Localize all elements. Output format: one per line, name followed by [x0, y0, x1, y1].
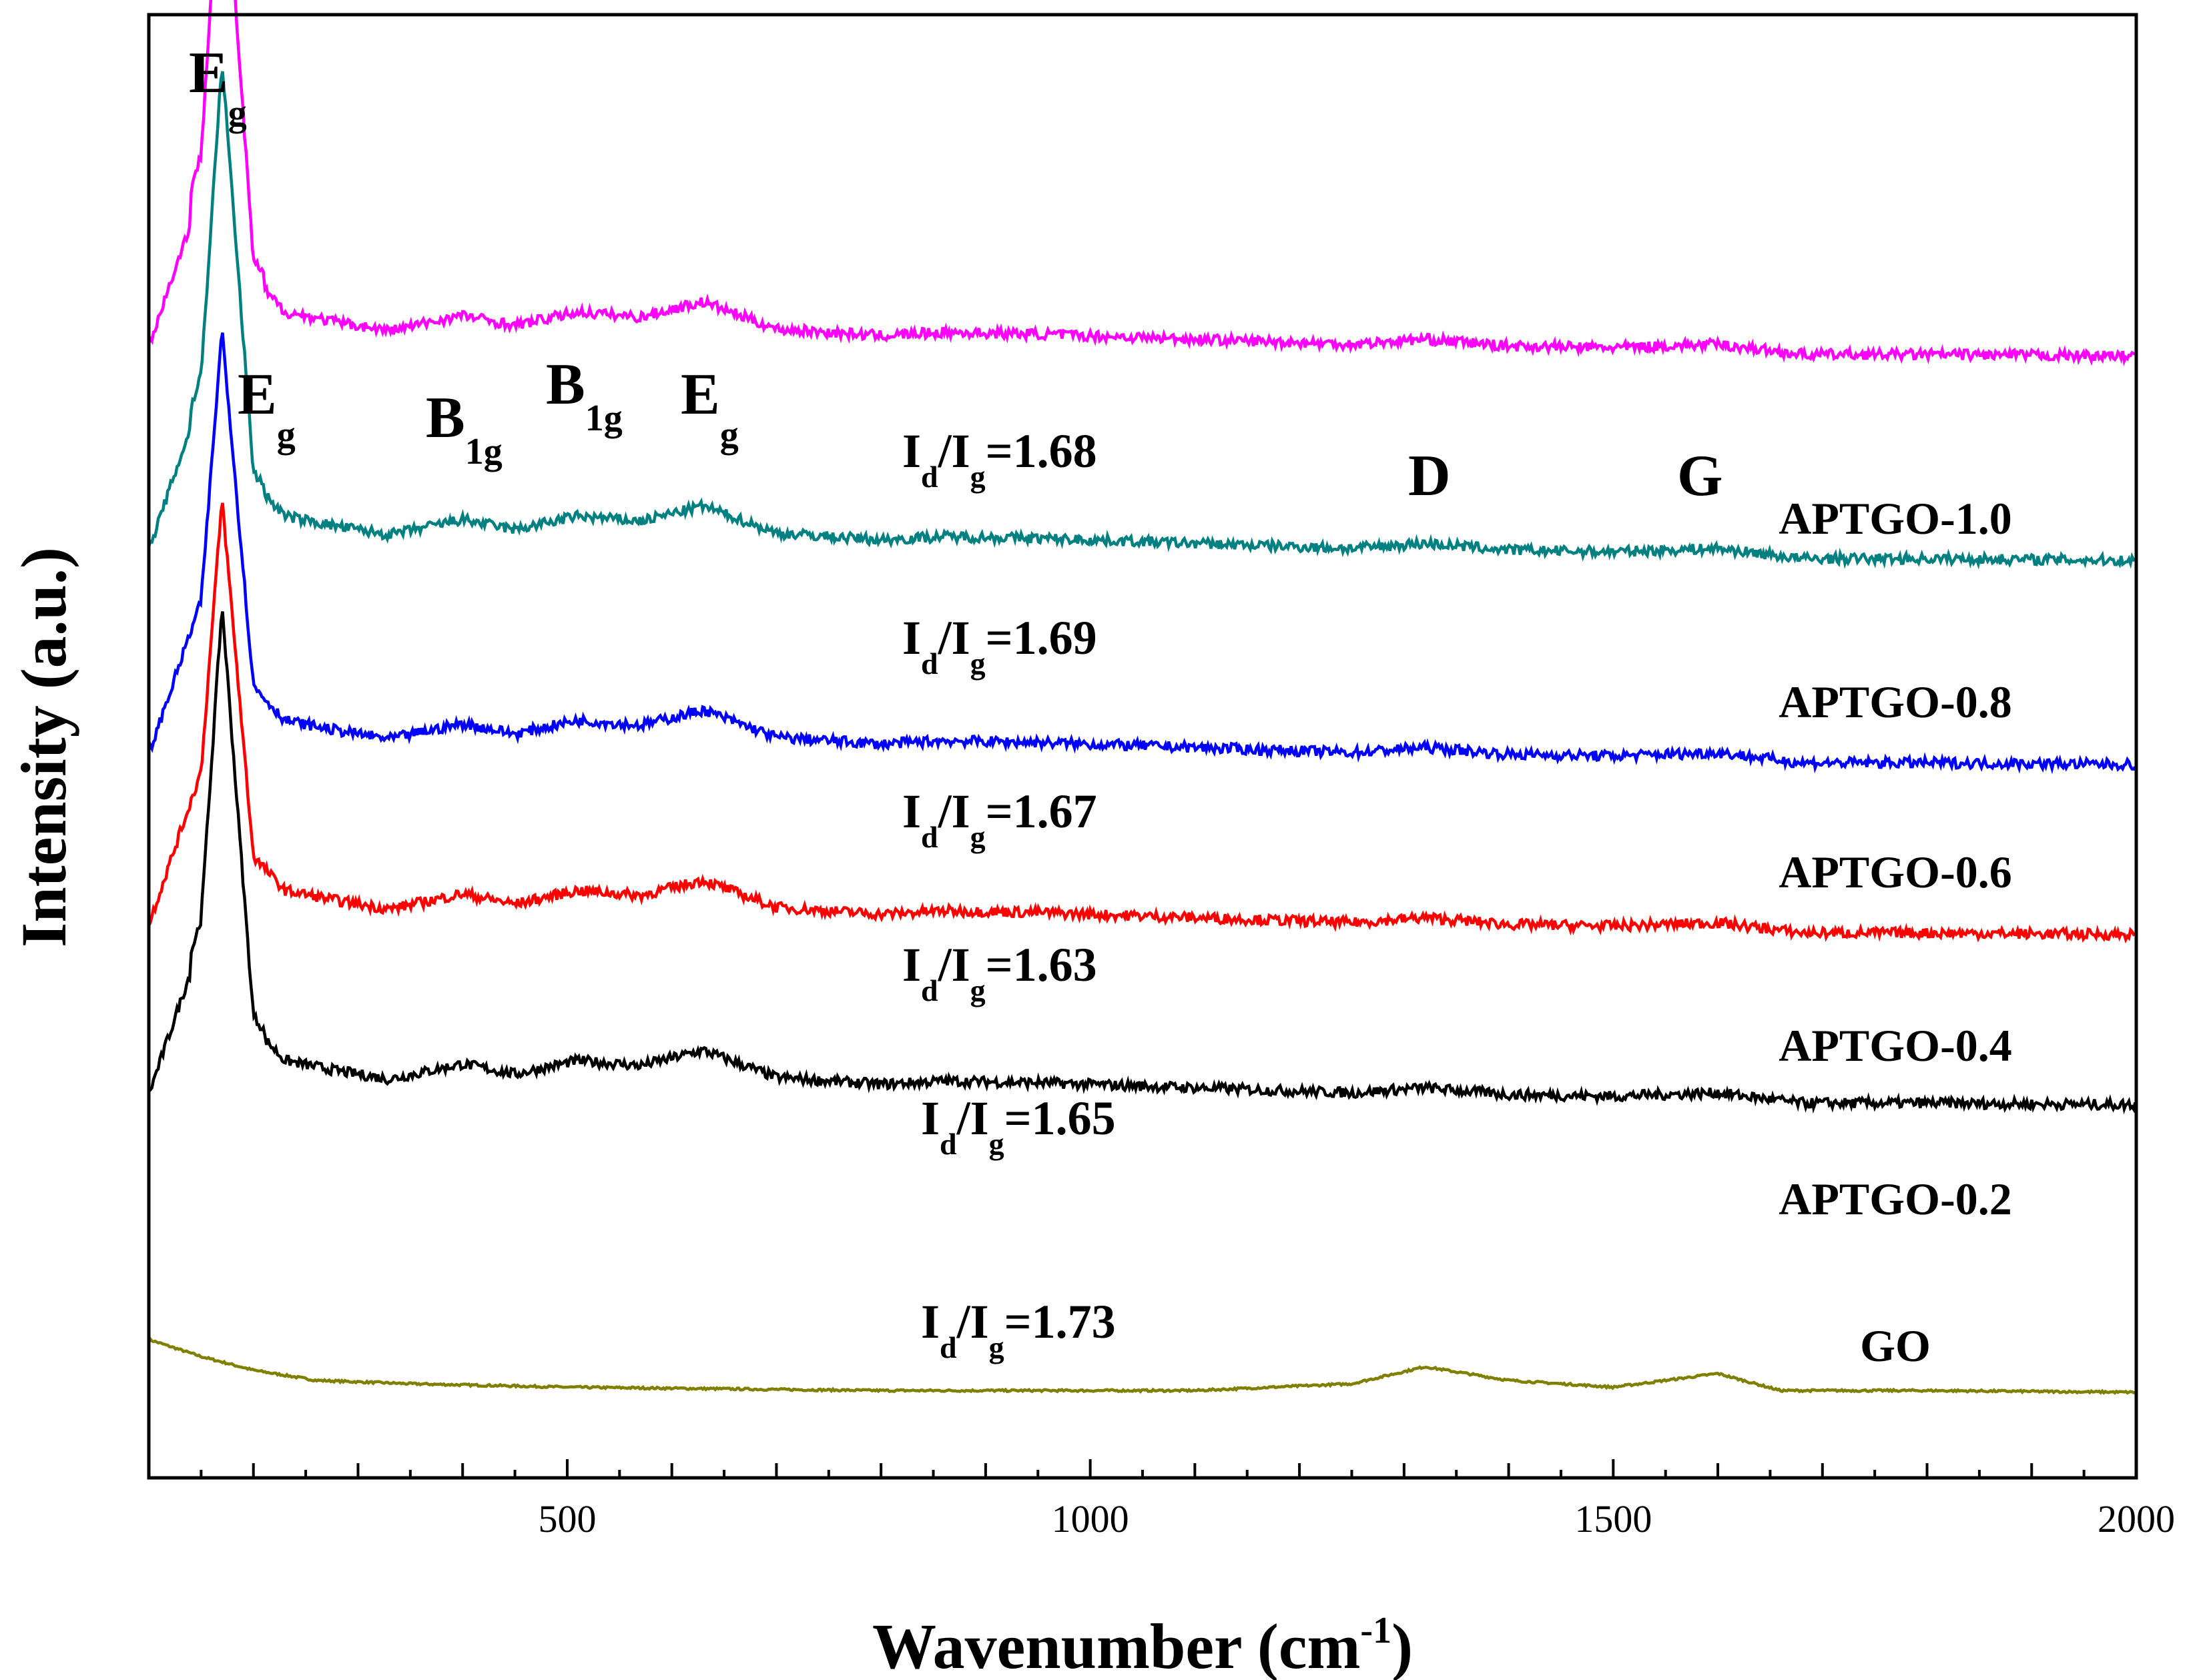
series-label-aptgo-0-2: APTGO-0.2: [1779, 1174, 2011, 1224]
series-label-go: GO: [1860, 1320, 1931, 1371]
series-line-aptgo-0-8: [147, 71, 2136, 570]
b1g-peak-label-2: B1g: [546, 352, 623, 439]
y-axis-title: Intensity (a.u.): [8, 547, 79, 947]
ratio-label-go: Id/Ig=1.73: [921, 1295, 1116, 1364]
series-label-aptgo-0-8: APTGO-0.8: [1779, 677, 2011, 727]
eg-peak-label-3: Eg: [681, 362, 739, 456]
ratio-labels: Id/Ig=1.73 Id/Ig=1.65 Id/Ig=1.63 Id/Ig=1.67…: [902, 424, 1116, 1364]
series-labels: GO APTGO-0.2 APTGO-0.4 APTGO-0.6 APTGO-0.8 AP…: [1779, 493, 2011, 1371]
series-layer: [147, 0, 2137, 1395]
d-band-label: D: [1408, 444, 1451, 508]
series-line-aptgo-0-4: [147, 502, 2136, 944]
ratio-label-aptgo-0-4: Id/Ig=1.63: [902, 938, 1097, 1007]
series-line-aptgo-1-0: [147, 0, 2136, 367]
eg-peak-label-2: Eg: [238, 362, 296, 456]
ratio-label-aptgo-0-2: Id/Ig=1.65: [921, 1092, 1116, 1161]
ratio-label-aptgo-1-0: Id/Ig=1.68: [902, 424, 1097, 494]
x-tick-label: 1000: [1052, 1497, 1129, 1541]
series-label-aptgo-0-6: APTGO-0.6: [1779, 847, 2011, 897]
ratio-label-aptgo-0-6: Id/Ig=1.67: [902, 785, 1097, 854]
g-band-label: G: [1677, 444, 1722, 508]
series-label-aptgo-0-4: APTGO-0.4: [1779, 1020, 2011, 1071]
x-axis-title: Wavenumber (cm-1): [872, 1610, 1413, 1680]
series-line-go: [147, 1337, 2136, 1395]
x-tick-label: 1500: [1574, 1497, 1652, 1541]
series-line-aptgo-0-2: [147, 611, 2137, 1115]
ticks-layer: 500 1000 1500 2000: [200, 1459, 2175, 1541]
x-tick-label: 2000: [2098, 1497, 2175, 1541]
b1g-peak-label-1: B1g: [426, 386, 503, 472]
eg-peak-label-top: Eg: [189, 41, 247, 134]
ratio-label-aptgo-0-8: Id/Ig=1.69: [902, 611, 1097, 681]
series-label-aptgo-1-0: APTGO-1.0: [1779, 493, 2011, 544]
series-line-aptgo-0-6: [147, 332, 2137, 775]
x-tick-label: 500: [538, 1497, 596, 1541]
